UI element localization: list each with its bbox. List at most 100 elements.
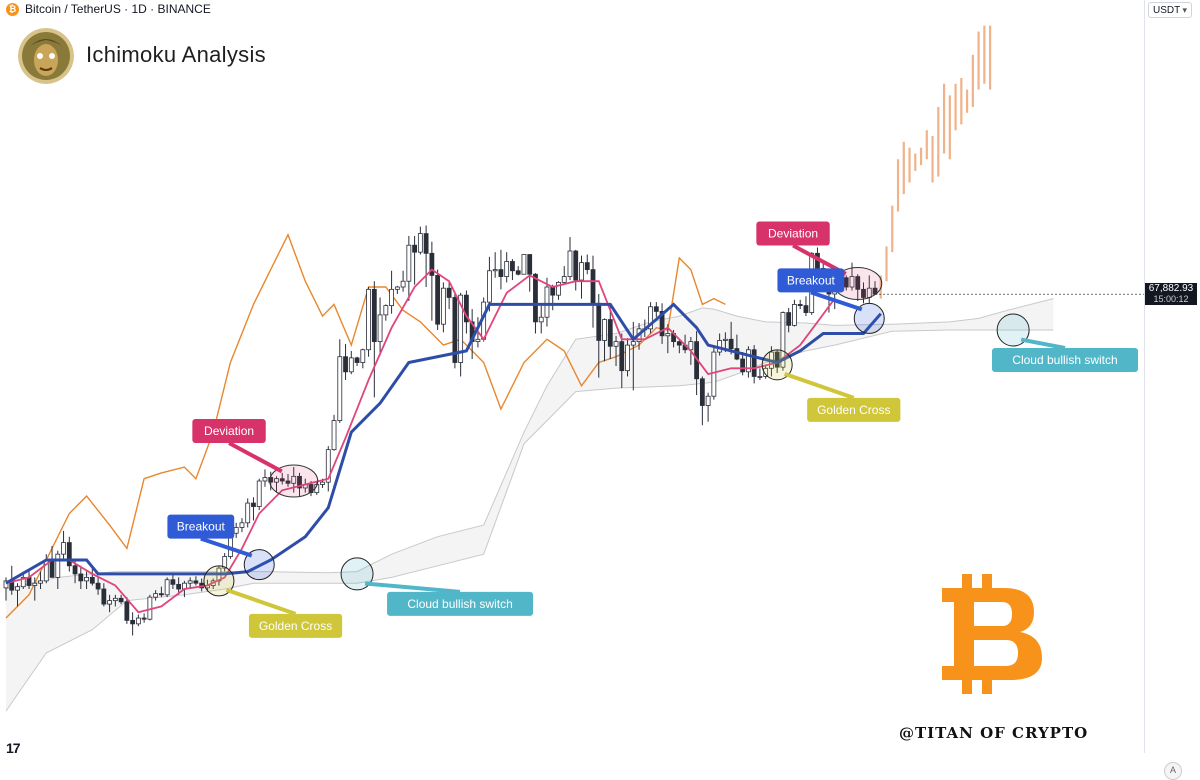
symbol-line: Bitcoin / TetherUS · 1D · BINANCE <box>25 2 211 16</box>
switch-label-box <box>992 347 1138 372</box>
candle-body <box>320 481 325 485</box>
candle <box>659 303 665 344</box>
candle-body <box>233 527 239 534</box>
breakout-pointer <box>200 536 253 558</box>
candle-body <box>676 341 682 346</box>
candle-body <box>780 312 786 368</box>
candle <box>61 530 66 560</box>
candle-body <box>619 341 625 372</box>
deviation-pointer <box>228 441 283 474</box>
senkou-span-a <box>5 298 1054 590</box>
candle <box>797 299 803 310</box>
candle <box>567 237 573 281</box>
candle-body <box>498 269 504 277</box>
candle <box>745 346 751 378</box>
candle <box>849 262 855 291</box>
candle <box>492 252 498 278</box>
candle-body <box>722 338 728 341</box>
candle-body <box>130 619 136 625</box>
candle <box>222 553 228 572</box>
candle-body <box>20 576 26 588</box>
candle-body <box>251 502 256 507</box>
candle-body <box>371 288 377 343</box>
candle-body <box>630 341 636 346</box>
candle-body <box>383 305 389 316</box>
currency-selector[interactable]: USDT <box>1148 2 1192 18</box>
current-price-tag: 67,882.93 15:00:12 <box>1145 283 1197 306</box>
candle-body <box>366 288 371 351</box>
candle <box>112 594 118 607</box>
breakout-label-box <box>777 268 845 293</box>
candle-body <box>193 580 199 584</box>
candle-body <box>527 254 533 275</box>
candle <box>619 333 625 389</box>
auto-scale-button[interactable]: A <box>1164 762 1182 780</box>
candle-body <box>699 378 705 406</box>
candle-body <box>38 580 43 584</box>
candle-body <box>429 252 435 276</box>
candle <box>187 577 193 588</box>
bitcoin-icon: ₿ <box>6 2 19 16</box>
candle <box>446 282 452 310</box>
candle-body <box>101 588 107 605</box>
candle <box>130 612 136 636</box>
candle-body <box>61 542 66 555</box>
candle-body <box>648 306 653 330</box>
golden-label: Golden Cross <box>817 403 890 417</box>
candle-body <box>49 559 55 578</box>
candle <box>325 446 331 492</box>
candle-body <box>440 287 446 325</box>
candle <box>55 550 61 590</box>
candle-body <box>377 314 383 343</box>
symbol-header: ₿ Bitcoin / TetherUS · 1D · BINANCE <box>6 2 211 16</box>
candle <box>487 256 492 312</box>
golden-annotation: Golden Cross <box>203 565 343 638</box>
candle-body <box>274 478 279 483</box>
candle-body <box>556 281 561 296</box>
candle-body <box>515 270 521 275</box>
current-price: 67,882.93 <box>1148 283 1194 295</box>
candle-body <box>95 582 101 590</box>
kijun-sen <box>5 302 882 585</box>
deviation-label-box <box>756 221 830 246</box>
candle <box>510 259 515 281</box>
candle-body <box>107 600 112 605</box>
candle <box>590 255 596 328</box>
candle <box>124 597 130 624</box>
candle-body <box>544 286 550 318</box>
candle-body <box>400 280 406 288</box>
deviation-label: Deviation <box>204 424 254 438</box>
candle <box>101 583 107 607</box>
candle <box>792 299 797 327</box>
candle <box>406 235 412 301</box>
candle-body <box>135 617 141 625</box>
candle <box>251 497 256 521</box>
candle <box>153 590 159 601</box>
candle-body <box>607 319 613 347</box>
breakout-marker <box>243 549 275 581</box>
candle <box>440 282 446 333</box>
candle <box>602 318 607 362</box>
deviation-label-box <box>192 418 266 443</box>
bar-countdown: 15:00:12 <box>1153 294 1189 305</box>
candle <box>343 343 348 380</box>
candle-body <box>475 338 481 343</box>
price-axis[interactable] <box>1144 0 1200 753</box>
candle-body <box>291 475 297 484</box>
candle-body <box>337 356 343 421</box>
candle-body <box>521 254 527 275</box>
candle <box>371 281 377 398</box>
candle-body <box>435 275 441 325</box>
deviation-annotation: Deviation <box>756 221 883 301</box>
breakout-pointer <box>810 290 863 312</box>
candle <box>147 594 153 621</box>
candle-body <box>112 597 118 602</box>
candle-body <box>446 287 452 298</box>
candle-body <box>573 250 579 281</box>
tenkan-sen <box>5 268 836 614</box>
candle-body <box>118 597 124 603</box>
candle <box>550 284 556 311</box>
tradingview-logo-icon[interactable]: 17 <box>6 740 21 756</box>
switch-annotation: Cloud bullish switch <box>992 313 1138 372</box>
breakout-label: Breakout <box>787 273 836 287</box>
